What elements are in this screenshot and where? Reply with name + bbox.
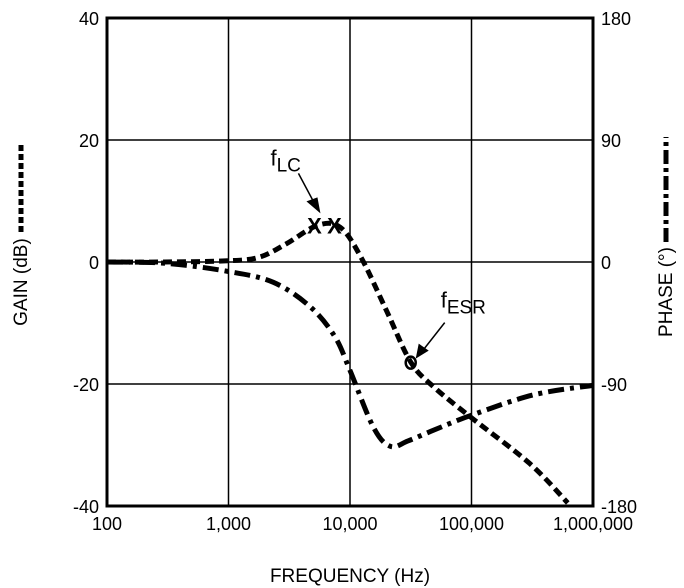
y-tick-label: 0	[89, 253, 99, 273]
y-tick-label: 20	[79, 131, 99, 151]
y2-axis-label: PHASE (°)	[656, 247, 677, 337]
x-tick-label: 1,000,000	[553, 514, 633, 534]
y2-tick-label: 0	[601, 253, 611, 273]
y-tick-label: -40	[73, 497, 99, 517]
x-marker: X	[327, 213, 342, 238]
phase-curve	[106, 259, 594, 450]
annotation-sub: ESR	[447, 298, 486, 319]
annotation-sub: LC	[277, 155, 301, 176]
y-tick-label: -20	[73, 375, 99, 395]
annotation-fesr: fESR	[441, 288, 486, 319]
x-axis-label: FREQUENCY (Hz)	[270, 566, 430, 587]
x-tick-label: 100,000	[439, 514, 504, 534]
x-tick-label: 100	[92, 514, 122, 534]
y2-tick-label: -180	[601, 497, 637, 517]
arrowhead	[306, 197, 321, 214]
arrowhead	[415, 343, 429, 359]
y-axis-label: GAIN (dB)	[11, 238, 32, 326]
y2-tick-label: 90	[601, 131, 621, 151]
x-tick-label: 10,000	[322, 514, 377, 534]
x-marker: X	[307, 213, 322, 238]
annotation-arrow	[422, 322, 446, 352]
x-tick-label: 1,000	[206, 514, 251, 534]
y-tick-label: 40	[79, 9, 99, 29]
annotation-flc: fLC	[270, 145, 300, 176]
annotation-arrow	[297, 173, 316, 204]
y2-tick-label: 180	[601, 9, 631, 29]
plot-frame	[105, 16, 595, 508]
circle-marker	[404, 355, 417, 370]
y2-tick-label: -90	[601, 375, 627, 395]
